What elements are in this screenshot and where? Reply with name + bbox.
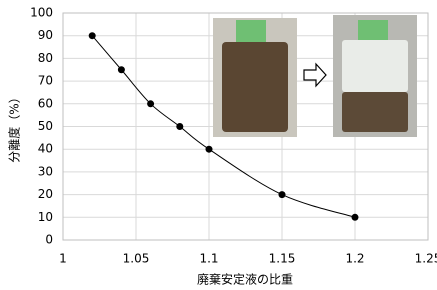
chart: 廃棄安定液の比重 分離度（%） 0 10 20 30 40 50 60 70 80 90 100 1 1…: [0, 0, 437, 290]
y-tick-label: 100: [30, 6, 53, 20]
y-tick-label: 40: [38, 142, 53, 156]
y-tick-label: 50: [38, 119, 53, 133]
y-axis-label: 分離度（%）: [7, 91, 22, 162]
x-tick-label: 1.1: [199, 252, 218, 266]
y-tick-label: 10: [38, 210, 53, 224]
photo-before: [213, 18, 297, 137]
x-tick-label: 1.2: [345, 252, 364, 266]
data-point: [206, 146, 213, 153]
data-point: [176, 123, 183, 130]
x-tick-label: 1: [59, 252, 67, 266]
arrow: [304, 64, 326, 86]
x-tick-label: 1.25: [415, 252, 437, 266]
data-point: [118, 66, 125, 73]
y-tick-label: 80: [38, 51, 53, 65]
x-tick-label: 1.15: [269, 252, 296, 266]
y-tick-label: 20: [38, 187, 53, 201]
y-tick-label: 0: [45, 233, 53, 247]
data-point: [89, 32, 96, 39]
beaker-contents: [222, 42, 288, 132]
y-tick-label: 30: [38, 164, 53, 178]
data-point: [352, 214, 359, 221]
y-tick-label: 70: [38, 74, 53, 88]
y-tick-label: 90: [38, 28, 53, 42]
x-axis-label: 廃棄安定液の比重: [197, 272, 293, 287]
beaker-clear-layer: [342, 40, 408, 92]
x-tick-label: 1.05: [123, 252, 150, 266]
photo-after: [333, 15, 417, 137]
data-point: [279, 191, 286, 198]
label-tag: [236, 20, 266, 42]
data-point: [147, 100, 154, 107]
y-tick-label: 60: [38, 96, 53, 110]
arrow-shape: [304, 64, 326, 86]
beaker-sediment: [342, 92, 408, 132]
label-tag: [358, 20, 388, 40]
